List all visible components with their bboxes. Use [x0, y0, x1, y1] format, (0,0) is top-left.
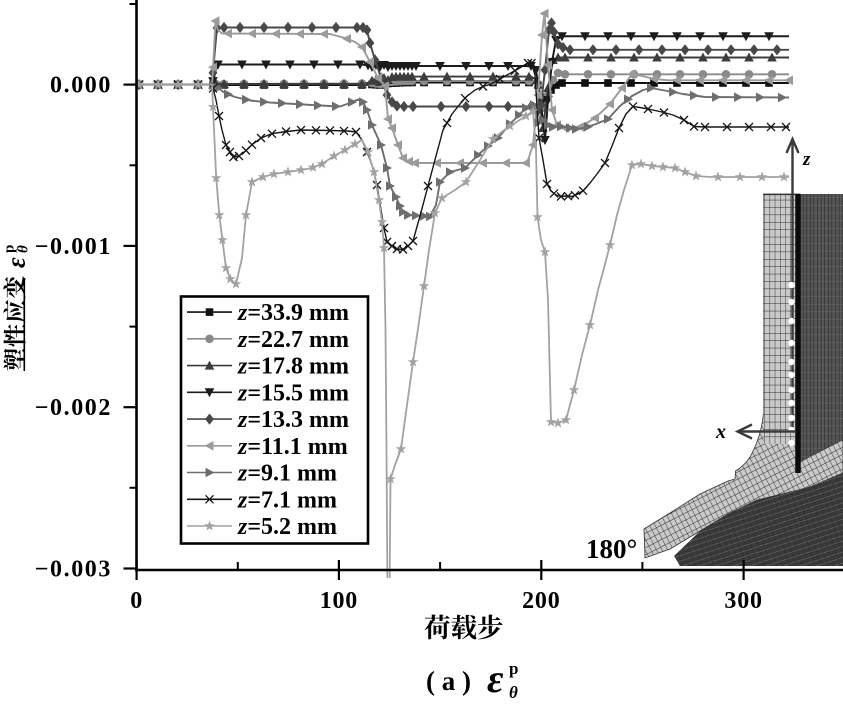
svg-text:0: 0 [130, 588, 143, 614]
svg-text:z=13.3 mm: z=13.3 mm [237, 407, 349, 433]
svg-text:ε: ε [487, 656, 504, 701]
svg-text:−0.003: −0.003 [35, 557, 112, 583]
svg-text:ε: ε [2, 257, 31, 268]
svg-text:−0.002: −0.002 [35, 395, 112, 421]
svg-text:z=22.7 mm: z=22.7 mm [237, 327, 349, 353]
svg-text:300: 300 [724, 588, 762, 614]
svg-text:180°: 180° [586, 534, 637, 564]
svg-text:p: p [509, 659, 518, 678]
svg-text:z=33.9 mm: z=33.9 mm [237, 300, 349, 326]
svg-text:θ: θ [509, 683, 518, 701]
svg-text:−0.001: −0.001 [35, 234, 112, 260]
svg-text:z=7.1 mm: z=7.1 mm [237, 487, 337, 513]
svg-text:x: x [715, 421, 726, 443]
svg-text:100: 100 [320, 588, 358, 614]
svg-text:θ: θ [16, 245, 32, 253]
svg-text:z=5.2 mm: z=5.2 mm [237, 514, 337, 540]
svg-text:p: p [2, 245, 18, 253]
svg-text:200: 200 [522, 588, 560, 614]
svg-text:0.000: 0.000 [50, 73, 112, 99]
svg-text:z=9.1 mm: z=9.1 mm [237, 461, 337, 487]
svg-text:z: z [802, 149, 811, 170]
svg-text:( a ): ( a ) [426, 666, 471, 696]
svg-text:z=17.8 mm: z=17.8 mm [237, 354, 349, 380]
svg-text:z=11.1 mm: z=11.1 mm [237, 434, 348, 460]
svg-text:z=15.5 mm: z=15.5 mm [237, 380, 349, 406]
